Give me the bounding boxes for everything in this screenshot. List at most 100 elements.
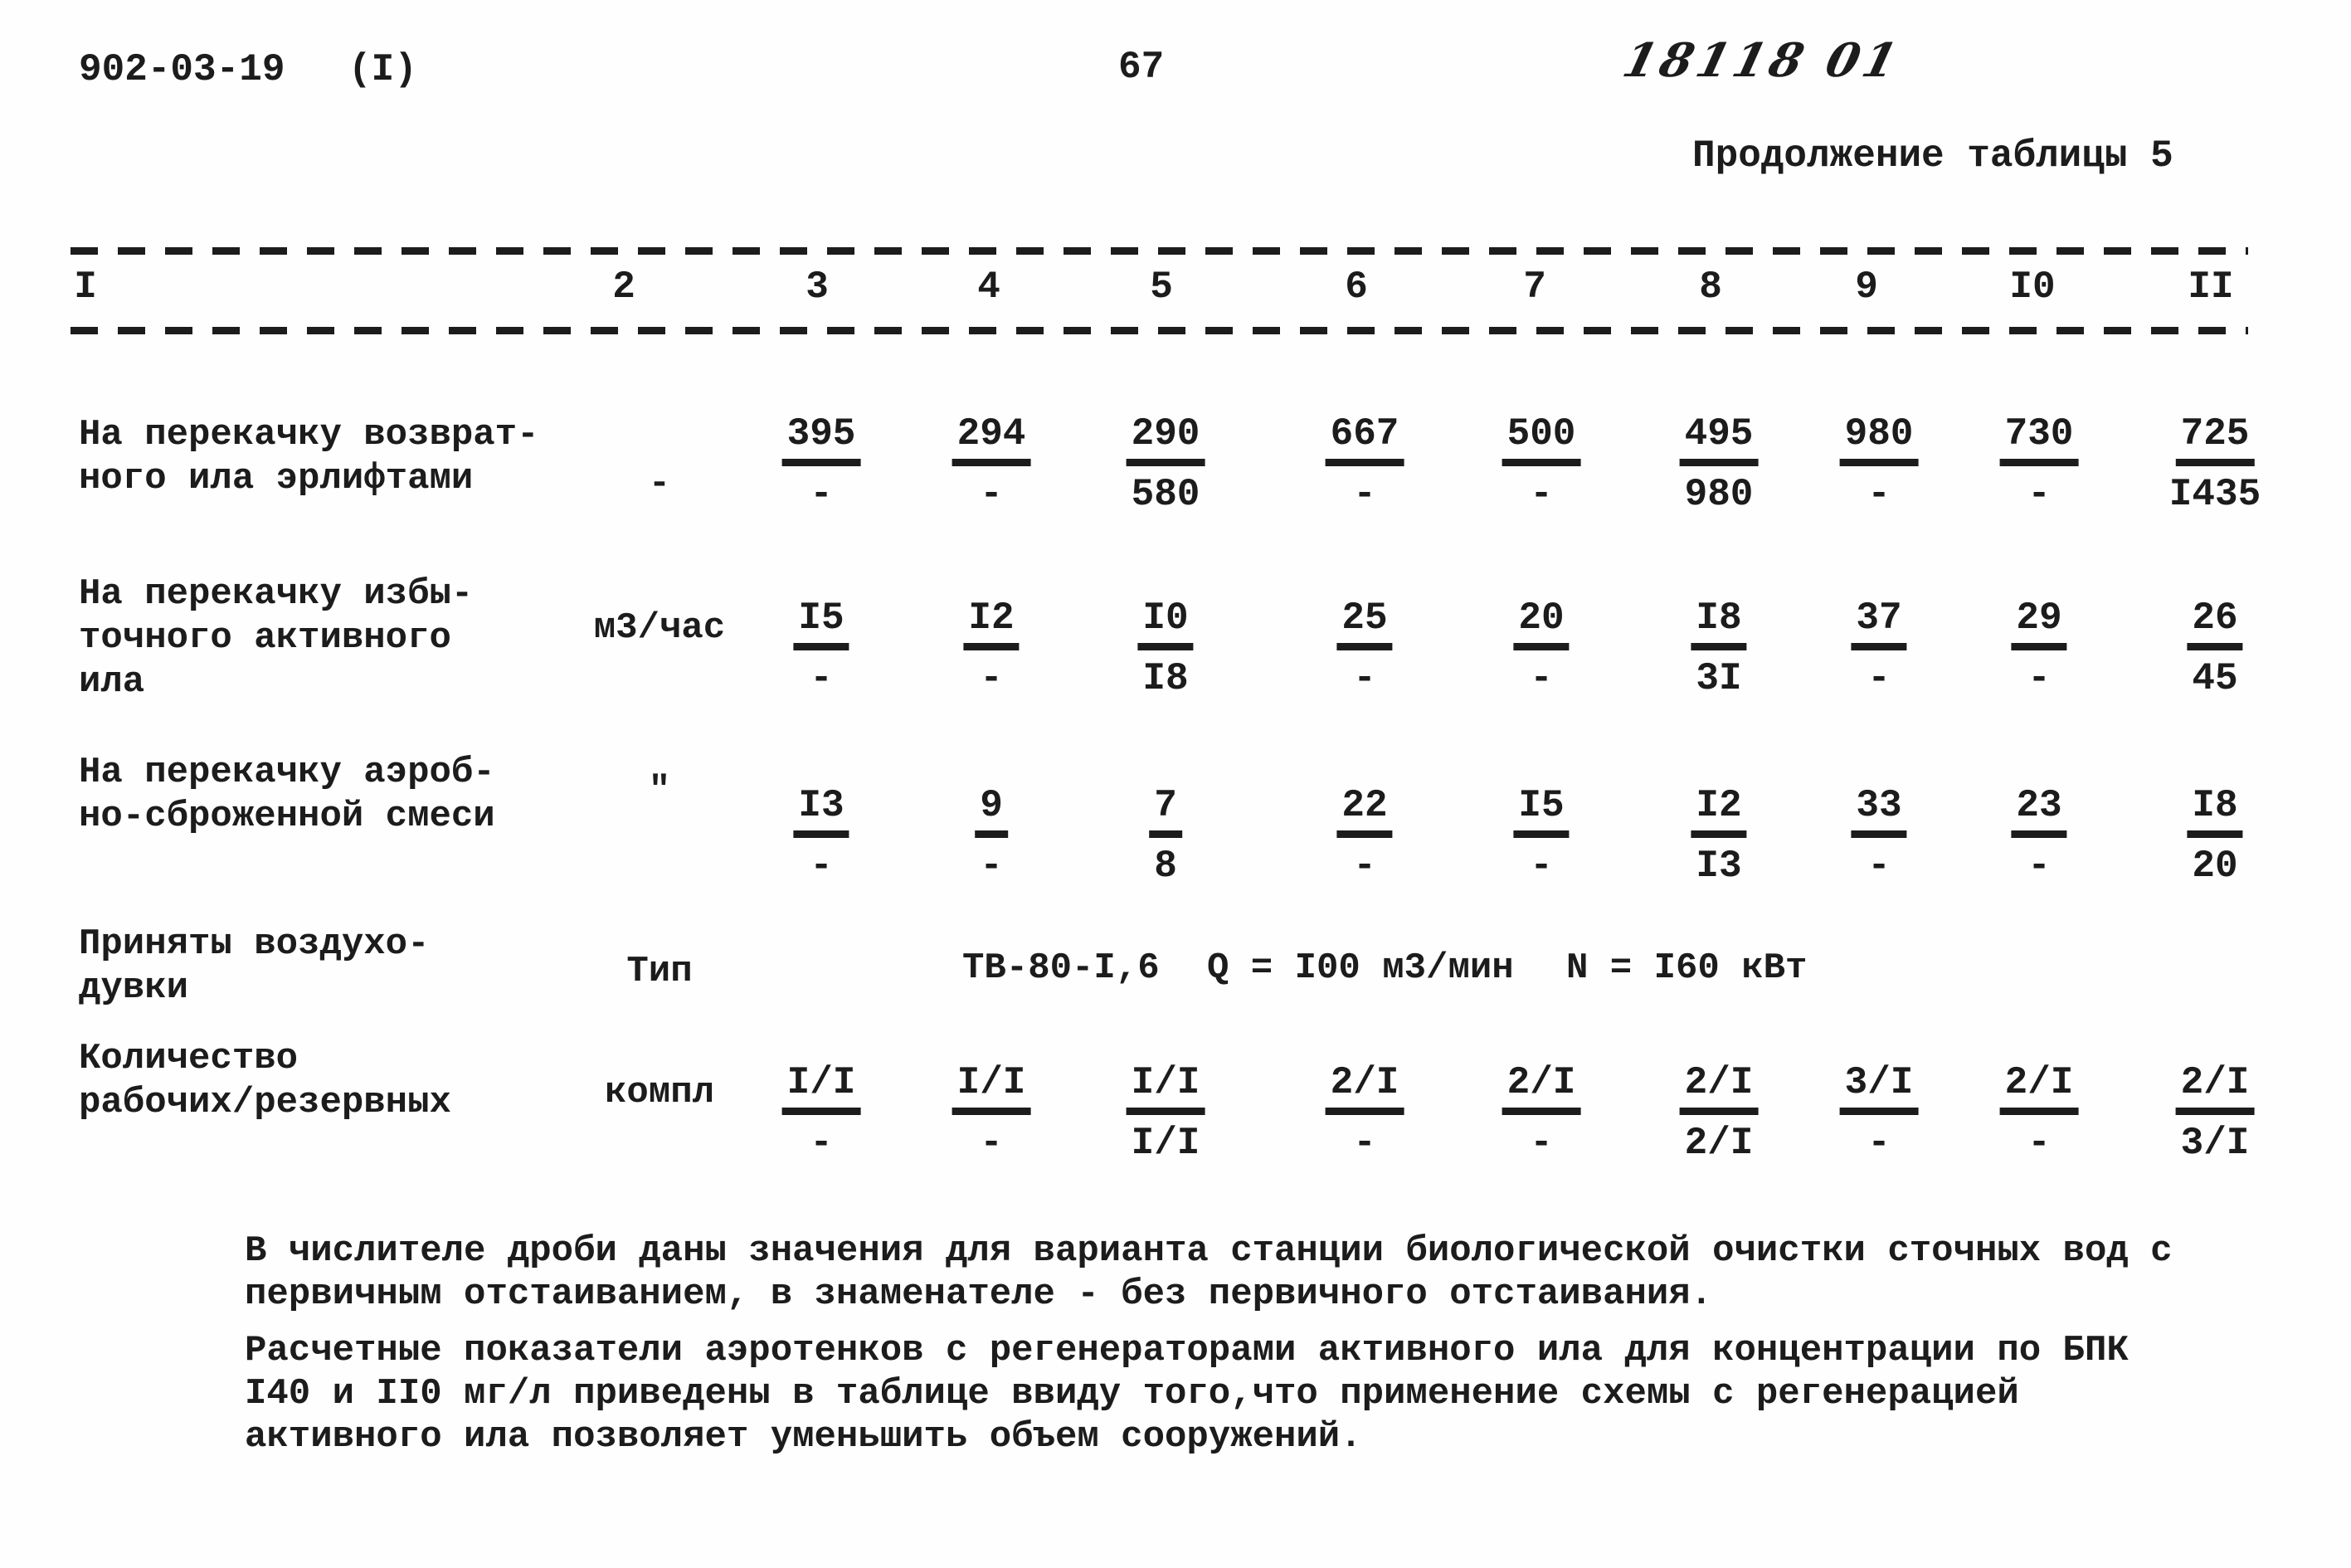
value-fraction: 2/I 3/I: [2175, 1064, 2255, 1165]
value-denominator: -: [1867, 845, 1891, 888]
value-denominator: -: [1867, 657, 1891, 700]
value-fraction: 20 -: [1513, 599, 1570, 700]
value-numerator: 725: [2175, 415, 2255, 466]
value-fraction: 2/I -: [1325, 1064, 1404, 1162]
handwritten-mark: 18118 01: [1617, 33, 1907, 88]
value-denominator: 20: [2192, 845, 2238, 888]
unit-cell: м3/час: [593, 607, 726, 649]
column-number: 3: [806, 265, 829, 309]
column-number: 9: [1855, 265, 1878, 309]
value-denominator: -: [980, 473, 1003, 516]
value-fraction: I5 -: [1513, 786, 1570, 888]
value-numerator: I5: [1513, 786, 1570, 838]
value-fraction: 9-: [975, 786, 1008, 885]
value-denominator: -: [1867, 473, 1891, 516]
column-number: 7: [1523, 265, 1546, 309]
column-number: 4: [977, 265, 1000, 309]
value-denominator: -: [980, 657, 1003, 700]
value-numerator: I2: [1691, 786, 1747, 838]
blower-flow-value: Q = I00 м3/мин: [1207, 947, 1514, 989]
value-fraction: I0 I8: [1137, 599, 1194, 698]
value-numerator: 29: [2011, 599, 2067, 650]
value-denominator: -: [2027, 657, 2051, 700]
value-numerator: I3: [793, 786, 849, 838]
table-caption: Продолжение таблицы 5: [1692, 134, 2173, 178]
value-denominator: 2/I: [1684, 1122, 1754, 1165]
value-fraction: 25 -: [1336, 599, 1393, 700]
value-numerator: 294: [952, 415, 1031, 466]
value-denominator: I435: [2168, 473, 2261, 516]
value-fraction: 667 -: [1325, 415, 1404, 514]
column-number: 6: [1345, 265, 1368, 309]
value-denominator: -: [1530, 1122, 1553, 1165]
value-numerator: 667: [1325, 415, 1404, 466]
value-numerator: 33: [1851, 786, 1907, 838]
value-fraction: 22 -: [1336, 786, 1393, 885]
value-denominator: -: [810, 473, 833, 516]
value-fraction: 2/I 2/I: [1679, 1064, 1759, 1165]
row-label: Количество рабочих/резервных: [79, 1038, 451, 1123]
value-denominator: 580: [1131, 473, 1200, 516]
value-denominator: 45: [2192, 657, 2238, 700]
value-fraction: 37 -: [1851, 599, 1907, 700]
value-fraction: 290 580: [1126, 415, 1205, 516]
value-numerator: I0: [1137, 599, 1194, 650]
value-numerator: 20: [1513, 599, 1570, 650]
column-number: I: [74, 265, 97, 309]
value-numerator: I2: [963, 599, 1020, 650]
value-denominator: -: [1530, 657, 1553, 700]
value-fraction: I2 -: [963, 599, 1020, 700]
part-label: (I): [348, 48, 417, 91]
unit-cell: -: [648, 463, 671, 504]
row-label: На перекачку возврат- ного ила эрлифтами: [79, 414, 539, 499]
value-fraction: I/I -: [781, 1064, 861, 1165]
value-denominator: -: [810, 657, 833, 700]
column-number: II: [2188, 265, 2234, 309]
value-numerator: I/I: [1126, 1064, 1205, 1115]
row-label: На перекачку избы- точного активного ила: [79, 573, 474, 703]
value-numerator: 2/I: [2175, 1064, 2255, 1115]
value-numerator: I8: [2187, 786, 2243, 838]
value-numerator: 22: [1336, 786, 1393, 838]
value-numerator: 980: [1839, 415, 1919, 466]
value-denominator: 3I: [1696, 657, 1742, 700]
value-numerator: I8: [1691, 599, 1747, 650]
value-numerator: 395: [781, 415, 861, 466]
value-denominator: I3: [1696, 845, 1742, 888]
value-numerator: 500: [1502, 415, 1581, 466]
note-paragraph: В числителе дроби даны значения для вари…: [245, 1230, 2173, 1315]
blower-power-value: N = I60 кВт: [1566, 947, 1808, 989]
unit-cell: Тип: [626, 951, 693, 992]
note-paragraph: Расчетные показатели аэротенков с регене…: [245, 1330, 2129, 1458]
value-fraction: I/I -: [952, 1064, 1031, 1162]
value-numerator: 730: [1999, 415, 2079, 466]
value-numerator: I5: [793, 599, 849, 650]
value-denominator: -: [810, 1122, 833, 1165]
value-denominator: -: [1530, 845, 1553, 888]
value-denominator: -: [2027, 845, 2051, 888]
value-fraction: 500 -: [1502, 415, 1581, 514]
value-fraction: 2/I -: [1502, 1064, 1581, 1162]
value-denominator: -: [2027, 473, 2051, 516]
row-label: Приняты воздухо- дувки: [79, 923, 430, 1009]
value-fraction: I2 I3: [1691, 786, 1747, 888]
column-number: 8: [1699, 265, 1722, 309]
value-denominator: I/I: [1131, 1122, 1200, 1165]
value-fraction: 3/I -: [1839, 1064, 1919, 1162]
value-numerator: 23: [2011, 786, 2067, 838]
value-numerator: 37: [1851, 599, 1907, 650]
value-numerator: I/I: [781, 1064, 861, 1115]
value-denominator: 8: [1154, 845, 1177, 888]
value-denominator: 3/I: [2180, 1122, 2250, 1165]
value-fraction: I8 3I: [1691, 599, 1747, 700]
unit-cell: ": [648, 770, 671, 811]
value-denominator: -: [810, 845, 833, 888]
value-denominator: -: [1530, 473, 1553, 516]
value-denominator: 980: [1684, 473, 1754, 516]
blower-type-value: ТВ-80-I,6: [962, 947, 1160, 989]
value-fraction: 495 980: [1679, 415, 1759, 516]
value-denominator: -: [1353, 657, 1376, 700]
value-fraction: 2/I -: [1999, 1064, 2079, 1162]
